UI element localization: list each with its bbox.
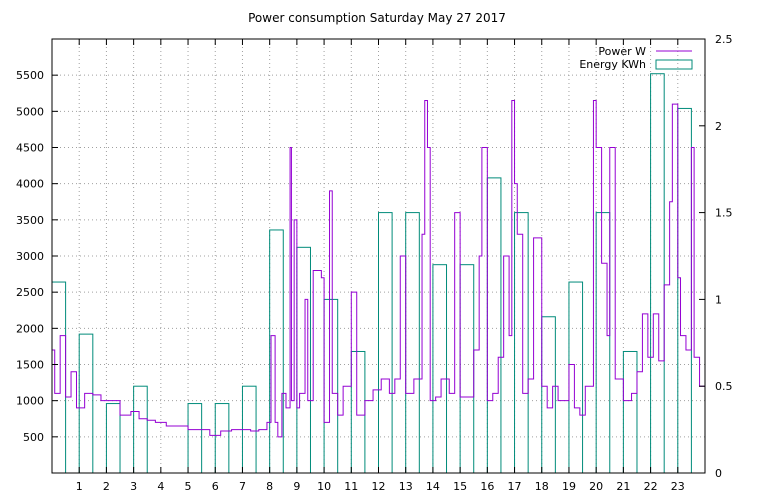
y-right-tick-label: 2.5 — [715, 33, 733, 46]
y-left-tick-label: 4000 — [16, 178, 44, 191]
y-left-tick-label: 2500 — [16, 286, 44, 299]
x-tick-label: 20 — [589, 480, 603, 493]
y-left-axis-ticks: 500 1000 1500 2000 2500 3000 3500 4000 4500 5000 5… — [16, 69, 58, 444]
energy-bar — [514, 212, 529, 474]
energy-bar — [214, 403, 230, 474]
legend-swatch-energy — [655, 59, 693, 70]
energy-bar — [378, 212, 393, 474]
y-right-tick-label: 1 — [715, 293, 722, 306]
x-tick-label: 1 — [76, 480, 83, 493]
power-series — [52, 99, 706, 438]
x-tick-label: 7 — [239, 480, 246, 493]
energy-bar — [650, 73, 665, 474]
energy-bar — [432, 264, 448, 474]
y-left-tick-label: 1000 — [16, 395, 44, 408]
energy-bar — [51, 281, 67, 474]
legend: Power W Energy KWh — [579, 45, 693, 71]
energy-bar — [78, 333, 94, 474]
energy-bar — [133, 385, 148, 474]
y-right-tick-label: 0 — [715, 467, 722, 480]
y-left-tick-label: 4500 — [16, 142, 44, 155]
x-tick-label: 10 — [317, 480, 331, 493]
legend-label-power: Power W — [598, 45, 646, 58]
x-tick-label: 17 — [508, 480, 522, 493]
x-tick-label: 23 — [671, 480, 685, 493]
energy-bar — [622, 350, 638, 474]
y-right-tick-label: 0.5 — [715, 380, 733, 393]
energy-bar — [405, 212, 420, 474]
energy-bar — [350, 350, 366, 474]
energy-series — [51, 73, 692, 474]
x-tick-label: 12 — [372, 480, 386, 493]
y-right-tick-label: 1.5 — [715, 207, 733, 220]
energy-bar — [595, 212, 611, 474]
y-left-tick-label: 5500 — [16, 69, 44, 82]
y-left-tick-label: 3000 — [16, 250, 44, 263]
x-tick-label: 3 — [130, 480, 137, 493]
x-tick-label: 18 — [535, 480, 549, 493]
y-right-tick-label: 2 — [715, 120, 722, 133]
energy-bar — [105, 403, 121, 474]
x-tick-label: 14 — [426, 480, 440, 493]
y-left-tick-label: 3500 — [16, 214, 44, 227]
x-axis-ticks: 1 2 3 4 5 6 7 8 9 10 11 12 13 14 15 16 17 18 19 20 21 22 23 — [76, 39, 685, 493]
energy-bar — [323, 298, 339, 474]
energy-bar — [568, 281, 584, 474]
x-tick-label: 9 — [293, 480, 300, 493]
y-left-tick-label: 500 — [23, 431, 44, 444]
y-right-axis-ticks: 0 0.5 1 1.5 2 2.5 — [699, 33, 733, 480]
energy-bar — [459, 264, 475, 474]
x-tick-label: 19 — [562, 480, 576, 493]
x-tick-label: 6 — [212, 480, 219, 493]
energy-bar — [677, 107, 692, 474]
x-tick-label: 16 — [480, 480, 494, 493]
x-tick-label: 13 — [399, 480, 413, 493]
x-tick-label: 15 — [453, 480, 467, 493]
energy-bar — [187, 403, 203, 474]
x-tick-label: 22 — [644, 480, 658, 493]
power-line — [52, 99, 706, 438]
chart-title: Power consumption Saturday May 27 2017 — [248, 11, 506, 25]
x-tick-label: 5 — [185, 480, 192, 493]
legend-label-energy: Energy KWh — [579, 58, 646, 71]
x-tick-label: 4 — [157, 480, 164, 493]
y-left-tick-label: 2000 — [16, 322, 44, 335]
energy-bar — [541, 316, 556, 474]
y-left-tick-label: 1500 — [16, 359, 44, 372]
y-left-tick-label: 5000 — [16, 105, 44, 118]
x-tick-label: 11 — [344, 480, 358, 493]
x-tick-label: 2 — [103, 480, 110, 493]
energy-bar — [486, 177, 502, 474]
energy-bar — [296, 246, 311, 474]
x-tick-label: 8 — [266, 480, 273, 493]
x-tick-label: 21 — [616, 480, 630, 493]
